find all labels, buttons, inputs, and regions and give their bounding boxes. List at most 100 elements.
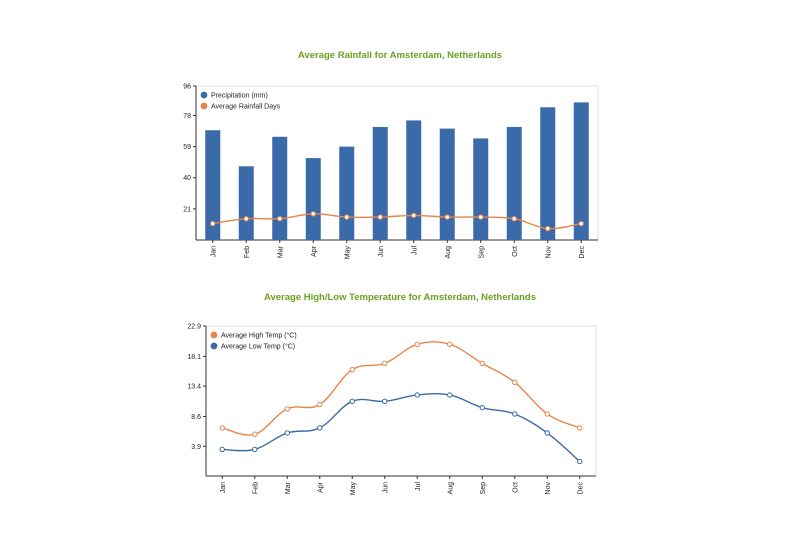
rainfall-days-point	[210, 220, 216, 227]
high-temp-point	[512, 379, 518, 386]
low-temp-point	[382, 398, 388, 405]
rainfall-days-point	[545, 225, 551, 232]
temperature-x-tick-label: Oct	[512, 482, 519, 493]
rainfall-x-tick-label: Feb	[244, 246, 251, 258]
rainfall-legend-label: Average Rainfall Days	[211, 104, 281, 111]
rainfall-days-point	[243, 216, 249, 222]
high-temp-point	[544, 411, 550, 417]
rainfall-legend-swatch	[200, 102, 208, 110]
high-temp-point	[382, 360, 388, 367]
precipitation-bar	[205, 130, 221, 240]
precipitation-bar	[473, 138, 489, 240]
rainfall-legend: Precipitation (mm) Average Rainfall Days	[200, 91, 281, 111]
precipitation-bar	[406, 120, 422, 240]
rainfall-days-point	[511, 216, 517, 222]
high-temp-points	[219, 341, 583, 437]
precipitation-bar	[439, 128, 455, 240]
rainfall-days-point	[578, 220, 584, 227]
temperature-y-tick-label: 18.1	[187, 354, 201, 361]
temperature-legend-label: Average Low Temp (°C)	[221, 343, 295, 351]
rainfall-days-point	[310, 211, 316, 217]
temperature-x-tick-label: Apr	[317, 481, 324, 493]
rainfall-x-tick-label: Jul	[411, 246, 418, 255]
low-temp-point	[512, 411, 518, 417]
high-temp-point	[479, 360, 485, 367]
rainfall-y-tick-label: 40	[183, 175, 191, 182]
rainfall-bars	[205, 102, 589, 240]
high-temp-point	[349, 366, 355, 373]
rainfall-x-tick-label: Jan	[210, 246, 217, 257]
temperature-y-tick-label: 8.6	[191, 414, 201, 421]
precipitation-bar	[506, 126, 522, 240]
rainfall-y-tick-label: 59	[183, 144, 191, 151]
rainfall-x-tick-label: Jun	[378, 246, 385, 257]
rainfall-x-tick-label: Aug	[445, 246, 452, 259]
precipitation-bar	[238, 166, 254, 240]
temperature-x-tick-label: Jan	[220, 482, 227, 493]
temperature-chart-title: Average High/Low Temperature for Amsterd…	[263, 292, 537, 303]
low-temp-point	[414, 392, 420, 398]
rainfall-x-tick-label: Mar	[277, 245, 284, 258]
temperature-legend-swatch	[210, 331, 218, 339]
temperature-legend: Average High Temp (°C) Average Low Temp (…	[210, 331, 297, 351]
precipitation-bar	[339, 146, 355, 240]
temperature-x-tick-label: Dec	[577, 482, 584, 495]
rainfall-x-tick-label: Dec	[579, 246, 586, 259]
rainfall-x-tick-label: Apr	[311, 245, 318, 257]
temperature-x-tick-label: Mar	[285, 481, 292, 494]
low-temp-point	[252, 446, 258, 453]
precipitation-bar	[305, 158, 321, 240]
rainfall-days-points	[210, 211, 584, 232]
rainfall-legend-label: Precipitation (mm)	[211, 93, 268, 100]
rainfall-days-point	[277, 216, 283, 222]
rainfall-axes: 21 40 59 78 96 Jan Feb Mar Apr May Jun Jul Aug Sep Oct…	[183, 84, 599, 260]
rainfall-y-tick-label: 78	[183, 113, 191, 120]
rainfall-y-tick-label: 21	[183, 206, 191, 213]
temperature-legend-label: Average High Temp (°C)	[221, 332, 297, 340]
precipitation-bar	[272, 136, 288, 240]
precipitation-bar	[573, 102, 589, 240]
high-temp-point	[252, 431, 258, 437]
high-temp-point	[219, 425, 225, 431]
rainfall-legend-swatch	[200, 91, 208, 99]
rainfall-days-point	[478, 214, 484, 220]
high-temp-point	[577, 425, 583, 431]
rainfall-x-tick-label: Sep	[478, 246, 485, 259]
low-temp-line	[222, 392, 581, 462]
temperature-axes: 3.9 8.6 13.4 18.1 22.9 Jan Feb Mar Apr May Jun Jul A…	[187, 324, 597, 496]
temperature-y-tick-label: 3.9	[191, 444, 201, 451]
temperature-y-tick-label: 22.9	[187, 324, 201, 331]
precipitation-bar	[540, 107, 556, 240]
temperature-x-tick-label: Jun	[382, 482, 389, 493]
high-temp-point	[317, 401, 323, 408]
high-temp-point	[447, 341, 453, 348]
rainfall-x-tick-label: Nov	[545, 246, 552, 259]
rainfall-days-line	[212, 213, 582, 230]
low-temp-points	[219, 392, 583, 465]
high-temp-point	[284, 406, 290, 412]
precipitation-bar	[372, 126, 388, 240]
rainfall-days-point	[411, 212, 417, 219]
temperature-x-tick-label: Jul	[415, 482, 422, 491]
high-temp-point	[414, 341, 420, 348]
rainfall-days-point	[377, 214, 383, 220]
low-temp-point	[219, 446, 225, 453]
temperature-legend-swatch	[210, 342, 218, 350]
low-temp-point	[577, 458, 583, 465]
rainfall-chart-title: Average Rainfall for Amsterdam, Netherla…	[297, 50, 503, 61]
low-temp-point	[544, 430, 550, 436]
low-temp-point	[349, 398, 355, 405]
temperature-x-tick-label: Nov	[545, 482, 552, 495]
temperature-x-tick-label: Sep	[480, 482, 487, 495]
rainfall-days-point	[444, 214, 450, 220]
rainfall-days-point	[344, 214, 350, 220]
rainfall-y-tick-label: 96	[183, 84, 191, 91]
low-temp-point	[447, 392, 453, 398]
low-temp-point	[317, 425, 323, 431]
temperature-x-tick-label: Feb	[252, 482, 259, 494]
rainfall-x-tick-label: Oct	[512, 246, 519, 257]
temperature-x-tick-label: May	[350, 482, 357, 496]
rainfall-x-tick-label: May	[344, 246, 351, 260]
temperature-y-tick-label: 13.4	[187, 384, 201, 391]
